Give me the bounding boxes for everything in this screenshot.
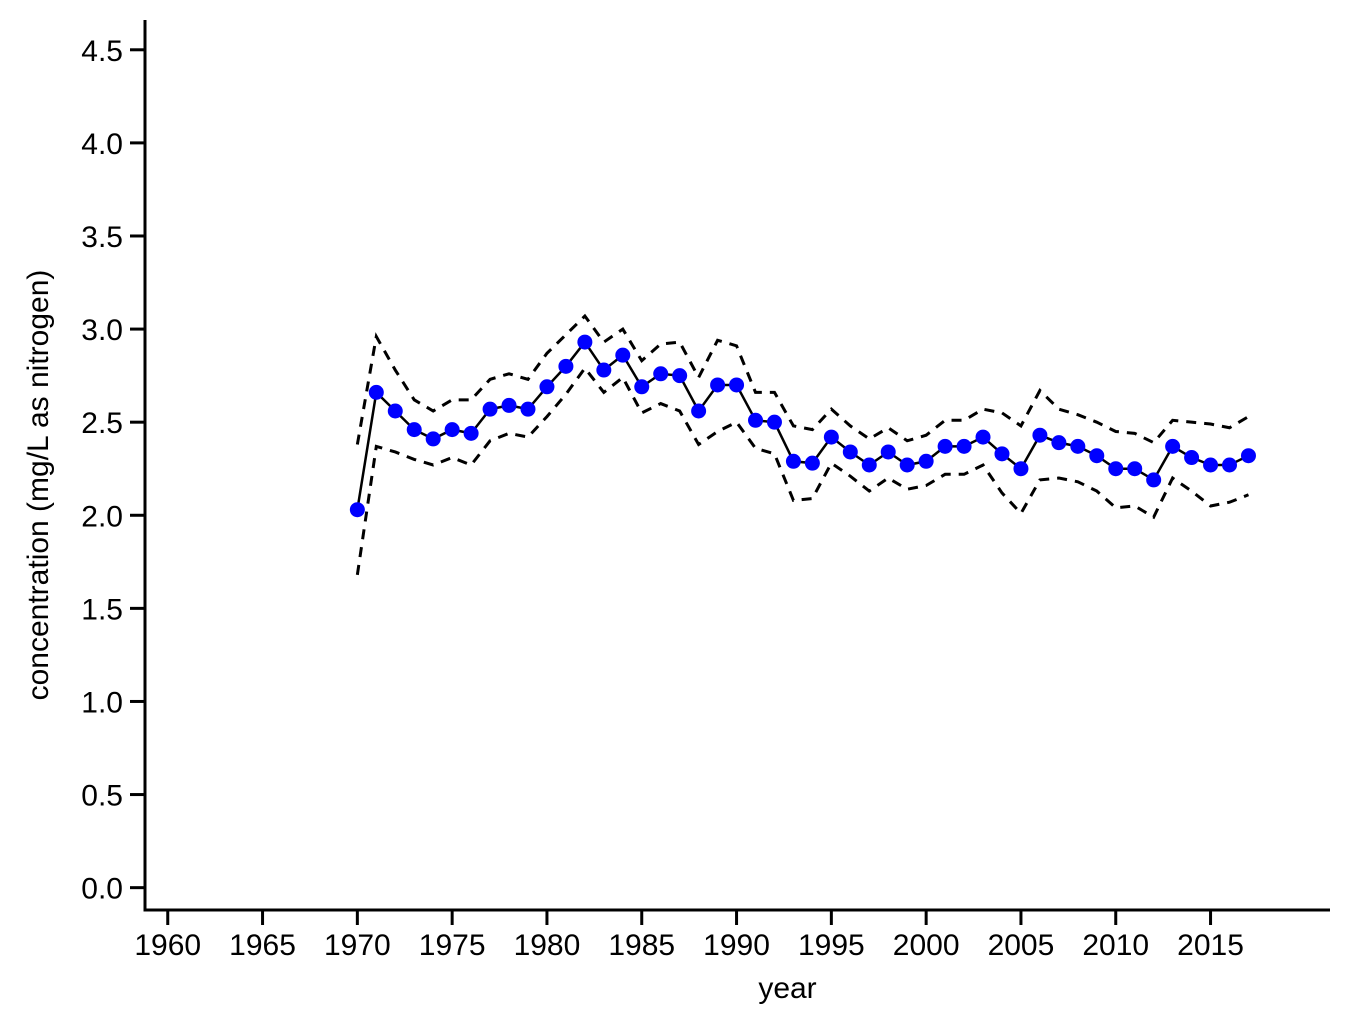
data-point bbox=[406, 422, 422, 438]
x-axis-ticks: 1960 1965 1970 1975 1980 1985 1990 1995 2000 2005… bbox=[134, 910, 1244, 962]
confidence-band-line bbox=[355, 365, 1250, 576]
x-tick-label: 1990 bbox=[703, 929, 770, 962]
data-point bbox=[975, 429, 991, 445]
data-point bbox=[425, 431, 441, 447]
x-tick-label: 1995 bbox=[798, 929, 865, 962]
data-point bbox=[634, 379, 650, 395]
data-point bbox=[710, 377, 726, 393]
x-tick-label: 1970 bbox=[324, 929, 391, 962]
confidence-band-line bbox=[355, 313, 1250, 445]
y-tick-label: 3.5 bbox=[81, 221, 123, 254]
data-point bbox=[1184, 450, 1200, 466]
data-point bbox=[861, 457, 877, 473]
y-tick-label: 4.5 bbox=[81, 35, 123, 68]
data-point bbox=[956, 438, 972, 454]
x-tick-label: 1975 bbox=[419, 929, 486, 962]
data-point bbox=[823, 429, 839, 445]
data-point bbox=[1051, 435, 1067, 451]
data-point bbox=[899, 457, 915, 473]
data-point bbox=[1108, 461, 1124, 477]
y-tick-label: 2.0 bbox=[81, 500, 123, 533]
data-point bbox=[1127, 461, 1143, 477]
x-tick-label: 2015 bbox=[1177, 929, 1244, 962]
data-point bbox=[444, 422, 460, 438]
data-point bbox=[994, 446, 1010, 462]
data-point bbox=[653, 366, 669, 382]
data-point bbox=[1165, 438, 1181, 454]
data-point bbox=[918, 453, 934, 469]
y-tick-label: 1.5 bbox=[81, 593, 123, 626]
data-point bbox=[691, 403, 707, 419]
data-point bbox=[880, 444, 896, 460]
x-tick-label: 1980 bbox=[514, 929, 581, 962]
y-axis-title: concentration (mg/L as nitrogen) bbox=[22, 270, 55, 701]
x-tick-label: 2010 bbox=[1082, 929, 1149, 962]
data-point bbox=[1032, 427, 1048, 443]
marker-layer bbox=[349, 334, 1256, 518]
data-point bbox=[1070, 438, 1086, 454]
data-point bbox=[672, 368, 688, 384]
data-point bbox=[842, 444, 858, 460]
y-tick-label: 4.0 bbox=[81, 128, 123, 161]
x-axis-title: year bbox=[758, 972, 816, 1005]
data-point bbox=[501, 397, 517, 413]
data-point bbox=[615, 347, 631, 363]
data-point bbox=[1013, 461, 1029, 477]
data-point bbox=[596, 362, 612, 378]
data-point bbox=[1222, 457, 1238, 473]
y-tick-label: 1.0 bbox=[81, 686, 123, 719]
data-point bbox=[539, 379, 555, 395]
data-point bbox=[937, 438, 953, 454]
y-tick-label: 3.0 bbox=[81, 314, 123, 347]
y-axis-ticks: 0.0 0.5 1.0 1.5 2.0 2.5 3.0 3.5 4.0 4.5 bbox=[81, 35, 145, 906]
data-point bbox=[766, 414, 782, 430]
x-tick-label: 2000 bbox=[893, 929, 960, 962]
data-point bbox=[520, 401, 536, 417]
data-point bbox=[1146, 472, 1162, 488]
data-point bbox=[482, 401, 498, 417]
y-tick-label: 0.0 bbox=[81, 873, 123, 906]
data-point bbox=[387, 403, 403, 419]
y-tick-label: 2.5 bbox=[81, 407, 123, 440]
data-point bbox=[349, 502, 365, 518]
data-point bbox=[748, 412, 764, 428]
data-point bbox=[785, 453, 801, 469]
data-point bbox=[1089, 448, 1105, 464]
data-point bbox=[577, 334, 593, 350]
x-tick-label: 1985 bbox=[608, 929, 675, 962]
data-point bbox=[463, 425, 479, 441]
data-point bbox=[1240, 448, 1256, 464]
data-point bbox=[368, 384, 384, 400]
data-point bbox=[558, 358, 574, 374]
data-point bbox=[729, 377, 745, 393]
x-tick-label: 1965 bbox=[229, 929, 296, 962]
x-tick-label: 2005 bbox=[988, 929, 1055, 962]
data-point bbox=[804, 455, 820, 471]
y-tick-label: 0.5 bbox=[81, 780, 123, 813]
data-point bbox=[1203, 457, 1219, 473]
x-tick-label: 1960 bbox=[134, 929, 201, 962]
